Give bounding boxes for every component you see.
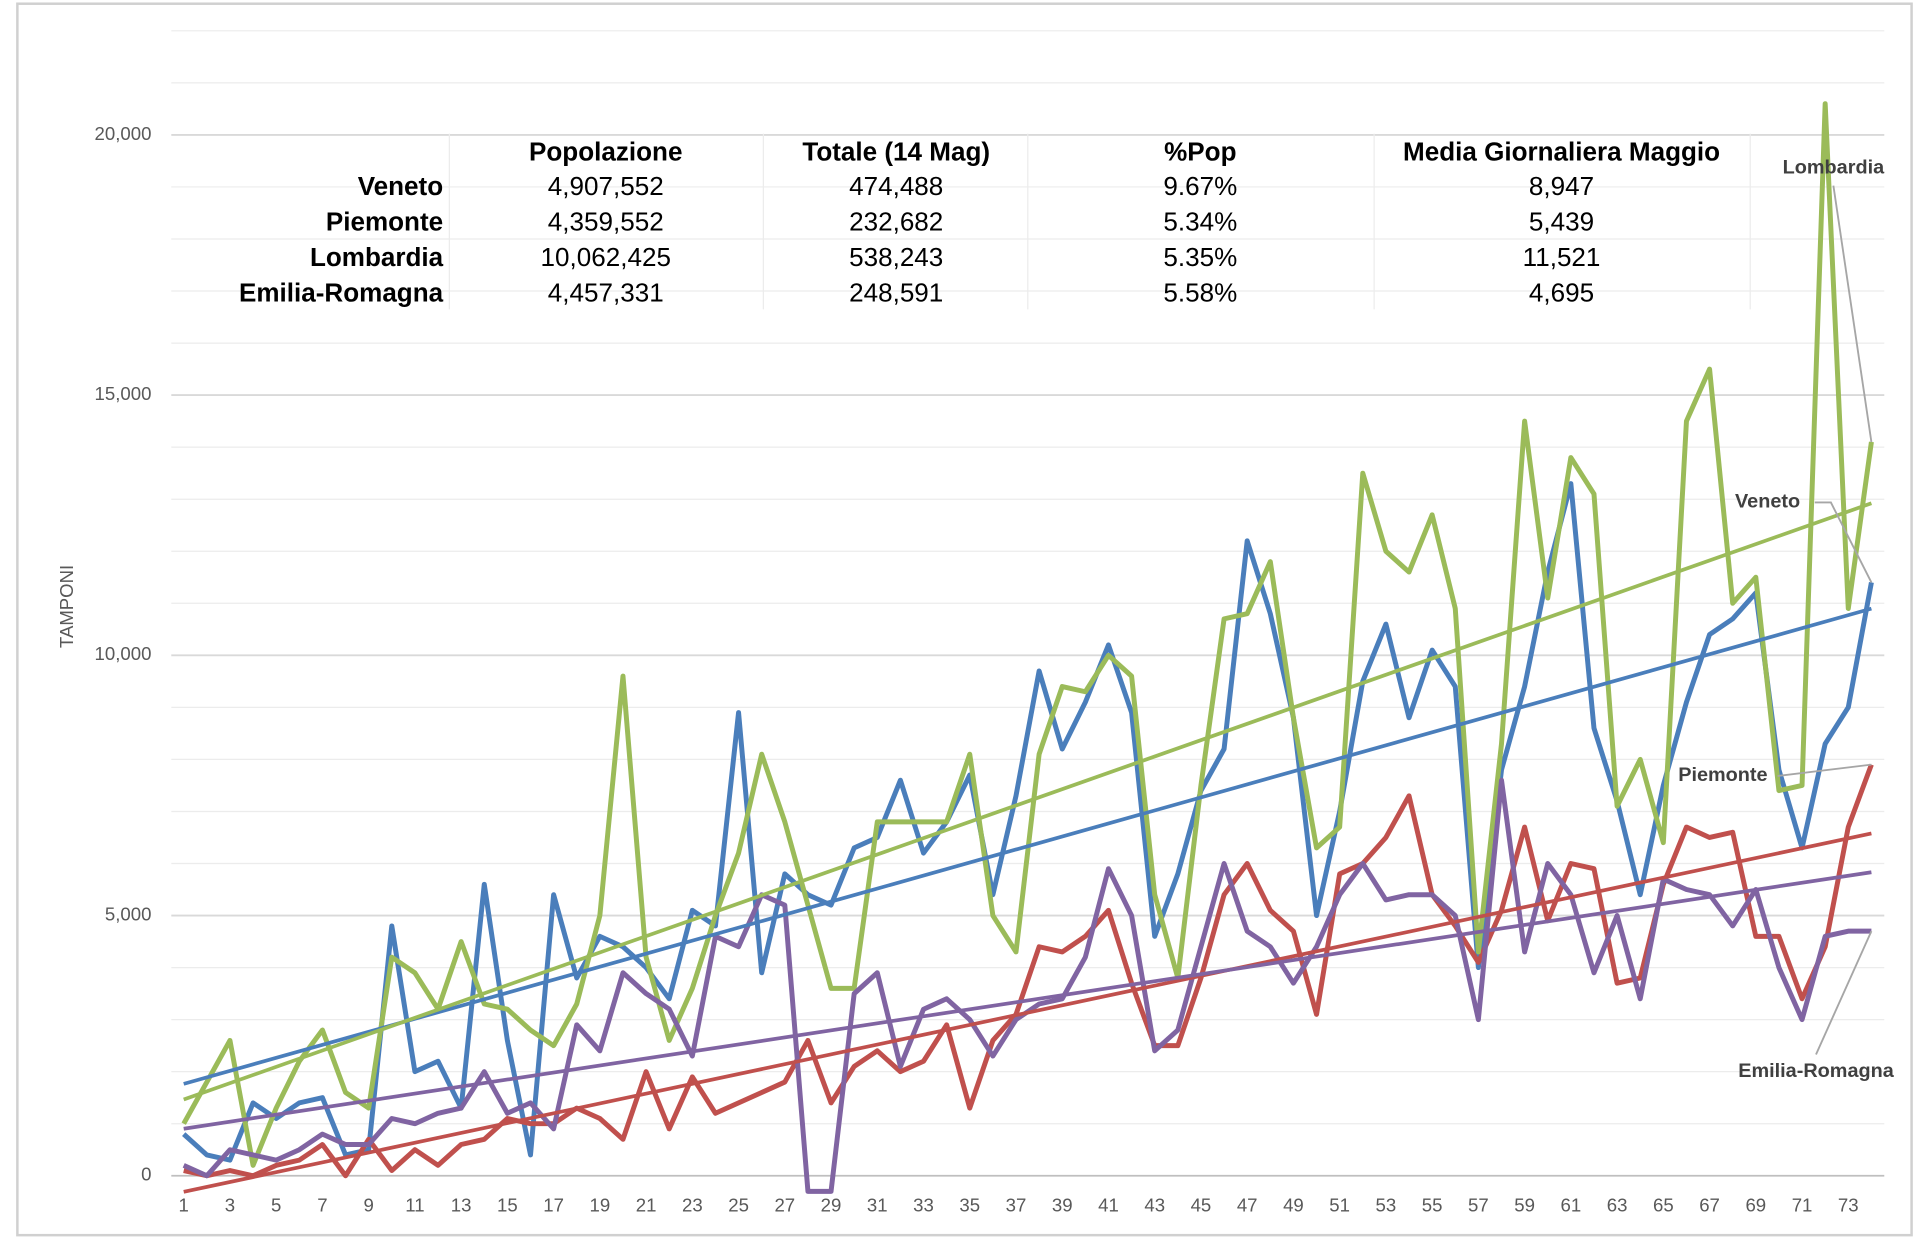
- chart-frame: [16, 2, 1913, 1237]
- x-tick-label: 19: [590, 1195, 611, 1216]
- table-cell: 5,439: [1529, 207, 1594, 237]
- x-tick-label: 35: [959, 1195, 980, 1216]
- x-tick-label: 31: [867, 1195, 888, 1216]
- callout-leader: [1814, 501, 1873, 583]
- table-row-label: Veneto: [358, 171, 443, 201]
- x-tick-label: 21: [636, 1195, 657, 1216]
- x-tick-label: 37: [1006, 1195, 1027, 1216]
- series-callout: Veneto: [1735, 491, 1800, 513]
- x-tick-label: 63: [1607, 1195, 1628, 1216]
- x-tick-label: 5: [271, 1195, 281, 1216]
- x-tick-label: 73: [1838, 1195, 1859, 1216]
- x-tick-label: 7: [317, 1195, 327, 1216]
- y-tick-label: 5,000: [105, 903, 152, 924]
- trendline: [183, 606, 1872, 1086]
- y-axis-label: TAMPONI: [56, 565, 77, 648]
- trendline: [183, 870, 1872, 1131]
- x-tick-label: 27: [774, 1195, 795, 1216]
- x-tick-label: 69: [1745, 1195, 1766, 1216]
- x-tick-label: 61: [1561, 1195, 1582, 1216]
- series-line: [181, 101, 1874, 1168]
- series-callout: Emilia-Romagna: [1738, 1060, 1895, 1082]
- y-tick-label: 20,000: [95, 123, 152, 144]
- series-line: [183, 763, 1874, 1179]
- table-header: Media Giornaliera Maggio: [1403, 136, 1720, 166]
- table-cell: 4,695: [1529, 278, 1594, 308]
- x-tick-label: 33: [913, 1195, 934, 1216]
- y-tick-label: 0: [141, 1164, 151, 1185]
- table-cell: 9.67%: [1163, 171, 1237, 201]
- trendline: [183, 831, 1872, 1194]
- x-tick-label: 41: [1098, 1195, 1119, 1216]
- table-cell: 11,521: [1523, 242, 1601, 272]
- x-tick-label: 39: [1052, 1195, 1073, 1216]
- x-tick-label: 65: [1653, 1195, 1674, 1216]
- table-cell: 5.34%: [1163, 207, 1237, 237]
- x-tick-label: 67: [1699, 1195, 1720, 1216]
- table-row-label: Emilia-Romagna: [239, 278, 444, 308]
- x-tick-label: 49: [1283, 1195, 1304, 1216]
- x-tick-label: 53: [1376, 1195, 1397, 1216]
- series-callout: Lombardia: [1783, 157, 1885, 179]
- table-header: %Pop: [1164, 136, 1236, 166]
- table-cell: 4,907,552: [548, 171, 664, 201]
- x-tick-label: 59: [1514, 1195, 1535, 1216]
- x-tick-label: 71: [1792, 1195, 1813, 1216]
- table-cell: 232,682: [849, 207, 943, 237]
- series-callout: Piemonte: [1678, 764, 1767, 786]
- x-tick-label: 23: [682, 1195, 703, 1216]
- table-cell: 248,591: [849, 278, 943, 308]
- table-cell: 5.35%: [1163, 242, 1237, 272]
- table-cell: 4,359,552: [548, 207, 664, 237]
- x-tick-label: 25: [728, 1195, 749, 1216]
- x-tick-label: 45: [1191, 1195, 1212, 1216]
- callout-leader: [1832, 185, 1873, 443]
- trendline: [183, 501, 1873, 1102]
- table-header: Popolazione: [529, 136, 682, 166]
- table-cell: 10,062,425: [541, 242, 671, 272]
- x-tick-label: 51: [1329, 1195, 1350, 1216]
- x-tick-label: 17: [543, 1195, 564, 1216]
- table-cell: 538,243: [849, 242, 943, 272]
- table-header: Totale (14 Mag): [802, 136, 990, 166]
- x-tick-label: 47: [1237, 1195, 1258, 1216]
- x-tick-label: 11: [405, 1195, 424, 1216]
- table-cell: 8,947: [1529, 171, 1594, 201]
- y-tick-label: 10,000: [95, 643, 152, 664]
- y-tick-label: 15,000: [95, 383, 152, 404]
- callout-leader: [1815, 930, 1873, 1055]
- table-row-label: Lombardia: [310, 242, 444, 272]
- x-tick-label: 43: [1144, 1195, 1165, 1216]
- x-tick-label: 1: [179, 1195, 189, 1216]
- x-tick-label: 57: [1468, 1195, 1489, 1216]
- table-row-label: Piemonte: [326, 207, 443, 237]
- table-cell: 474,488: [849, 171, 943, 201]
- x-tick-label: 13: [451, 1195, 472, 1216]
- x-tick-label: 55: [1422, 1195, 1443, 1216]
- x-tick-label: 3: [225, 1195, 235, 1216]
- callout-leader: [1777, 763, 1872, 777]
- x-tick-label: 9: [363, 1195, 373, 1216]
- table-cell: 4,457,331: [548, 278, 664, 308]
- table-cell: 5.58%: [1163, 278, 1237, 308]
- x-tick-label: 15: [497, 1195, 518, 1216]
- x-tick-label: 29: [821, 1195, 842, 1216]
